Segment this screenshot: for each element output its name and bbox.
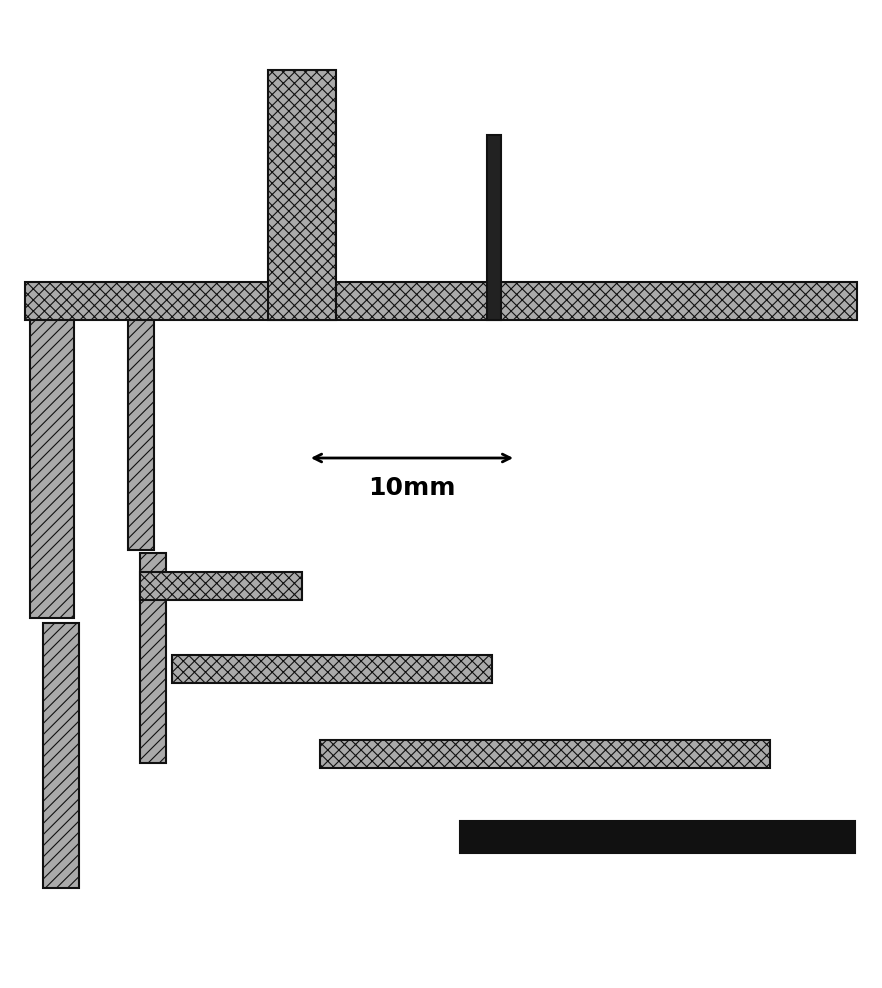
Bar	[43, 623, 79, 888]
Text: 10mm: 10mm	[369, 476, 456, 500]
Bar	[320, 740, 770, 768]
Bar	[30, 320, 74, 618]
Bar	[128, 320, 154, 550]
Bar	[140, 553, 166, 763]
Bar	[172, 655, 492, 683]
Bar	[25, 282, 857, 320]
Bar	[460, 821, 855, 853]
Bar	[140, 572, 302, 600]
Bar	[268, 70, 336, 320]
Bar	[487, 135, 501, 320]
